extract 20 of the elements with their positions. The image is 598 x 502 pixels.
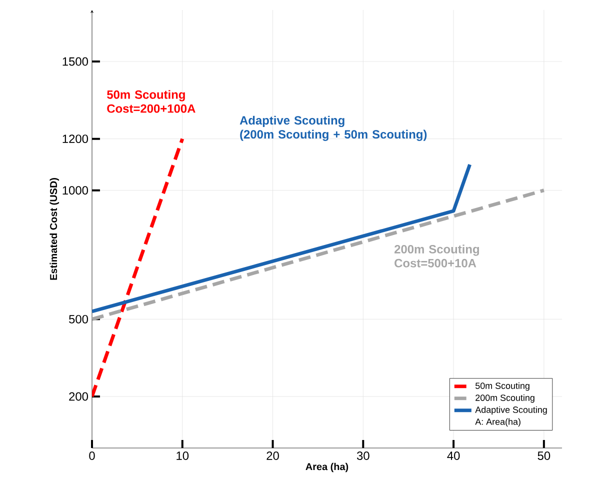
y-tick-label: 500 <box>69 314 88 324</box>
x-axis-title: Area (ha) <box>306 462 348 472</box>
annotation: 50m Scouting Cost=200+100A <box>107 90 196 113</box>
x-tick-label: 10 <box>176 452 189 460</box>
y-tick-label: 200 <box>69 392 88 401</box>
legend-label: 50m Scouting <box>476 382 530 391</box>
y-tick-label: 1500 <box>62 57 88 66</box>
annotation: 200m Scouting Cost=500+10A <box>394 244 479 268</box>
annotation: Adaptive Scouting (200m Scouting + 50m Scouting) <box>240 116 427 141</box>
x-tick-label: 40 <box>447 452 460 460</box>
x-tick-label: 30 <box>356 452 370 460</box>
legend-label: 200m Scouting <box>476 394 534 403</box>
legend-label: Adaptive Scouting <box>475 406 547 415</box>
x-tick-label: 0 <box>89 452 95 460</box>
y-axis-title: Estimated Cost (USD) <box>50 178 60 280</box>
y-tick-label: 1200 <box>62 134 88 144</box>
y-tick-label: 1000 <box>62 186 88 195</box>
x-tick-label: 20 <box>266 452 279 460</box>
x-tick-label: 50 <box>538 452 550 460</box>
annotation: A: Area(ha) <box>475 418 520 427</box>
